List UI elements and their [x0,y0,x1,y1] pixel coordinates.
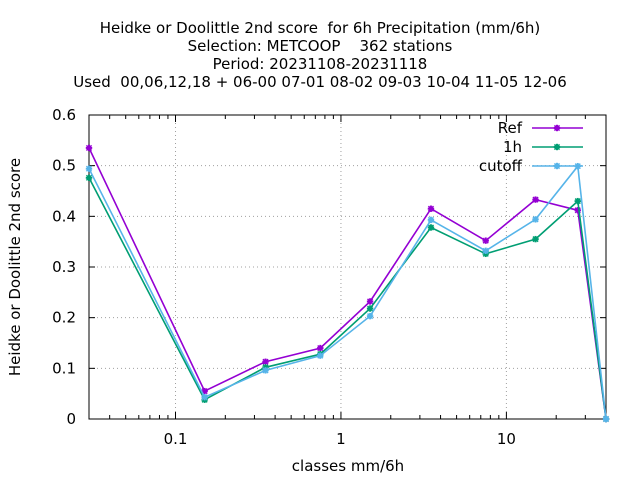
data-point [427,205,435,212]
data-point [532,235,539,243]
y-tick-label: 0.6 [52,106,76,124]
data-point [85,165,93,172]
data-point [482,247,489,254]
series-line [88,164,607,420]
x-tick-label: 0.1 [164,430,188,448]
chart-title-line-2: Selection: METCOOP 362 stations [187,37,453,55]
y-tick-label: 0.3 [52,258,76,276]
y-tick-label: 0.4 [52,207,76,225]
axes: 0 0.1 0.2 0.3 0.4 0.5 0.6 0.1 1 10 [52,106,607,448]
y-tick-label: 0 [66,410,76,428]
y-tick-label: 0.1 [52,359,76,377]
data-point [201,387,208,395]
y-tick-label: 0.5 [52,157,76,175]
chart-title-line-1: Heidke or Doolittle 2nd score for 6h Pre… [99,19,541,37]
legend-marker [553,162,561,170]
grid-lines [89,115,606,419]
chart-title-line-3: Period: 20231108-20231118 [212,55,428,73]
data-point [482,237,489,244]
series-layer [85,144,610,423]
series-line [88,177,607,420]
x-tick-label: 10 [497,430,516,448]
y-tick-label: 0.2 [52,309,76,327]
chart-title-line-4: Used 00,06,12,18 + 06-00 07-01 08-02 09-… [73,73,567,91]
legend-marker [553,143,561,151]
data-point [85,144,93,152]
data-point [262,367,269,374]
data-point [85,174,93,182]
data-point [532,216,539,223]
data-point [317,352,324,359]
data-point [602,415,610,423]
data-point [262,358,269,365]
legend-label: 1h [503,138,522,156]
plot-frame [88,114,607,420]
data-point [427,224,435,231]
x-axis-label: classes mm/6h [292,457,404,475]
x-tick-label: 1 [336,430,346,448]
data-point [366,312,374,320]
legend-label: cutoff [479,157,523,175]
series-line [88,147,607,420]
y-axis-label: Heidke or Doolittle 2nd score [6,158,24,376]
data-point [427,216,435,224]
data-point [532,196,539,203]
data-point [574,197,581,205]
data-point [366,298,374,305]
data-point [201,394,208,401]
data-point [317,344,324,352]
data-point [574,207,581,214]
series-1h [85,174,610,423]
series-cutoff [85,162,610,423]
legend-label: Ref [498,119,523,137]
data-point [366,305,374,312]
series-ref [85,144,610,423]
legend-marker [553,124,561,132]
